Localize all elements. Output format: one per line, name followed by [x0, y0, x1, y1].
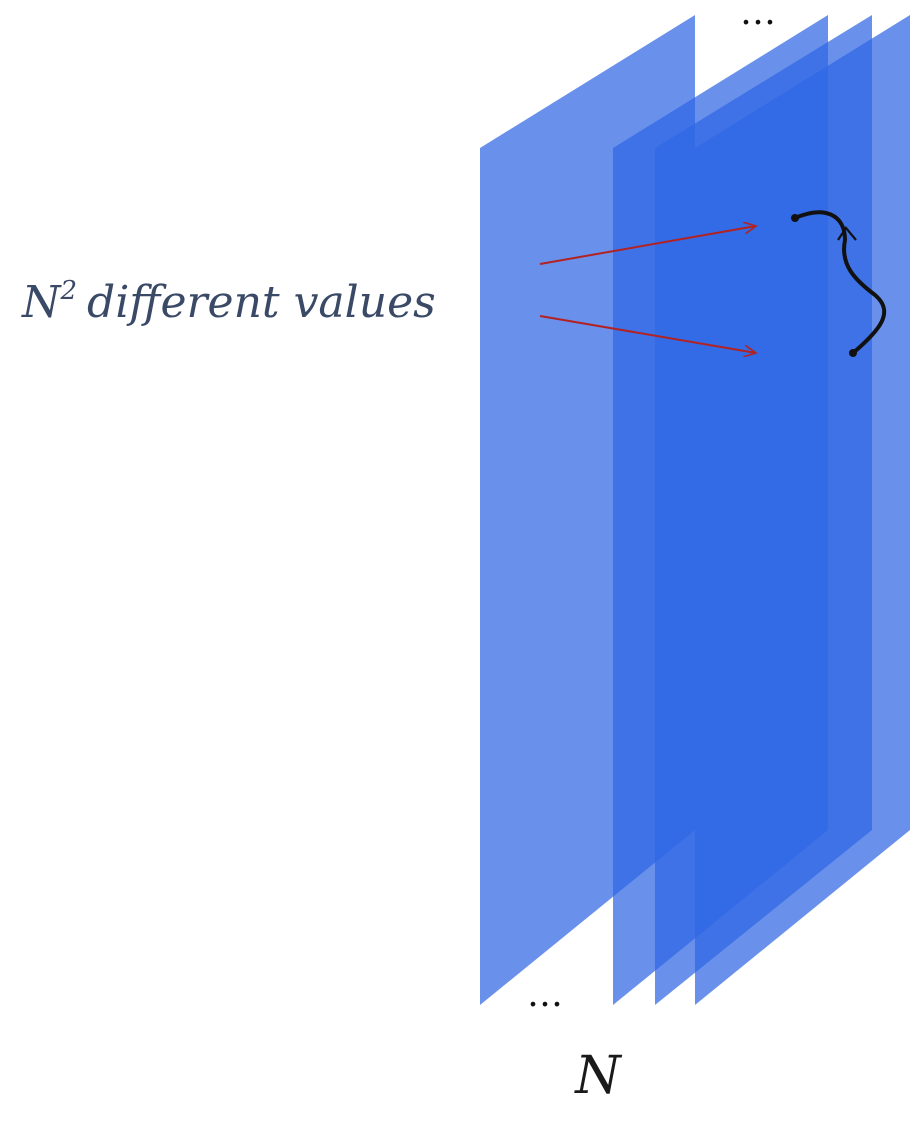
- values-label: N2 different values: [21, 276, 436, 328]
- curved-connector: [793, 210, 887, 355]
- ellipsis-top: …: [740, 0, 776, 33]
- label-base: N: [21, 277, 62, 328]
- connector-end-bottom: [849, 349, 857, 357]
- plane-1: [480, 15, 695, 1005]
- ellipsis-bottom: …: [527, 974, 563, 1015]
- connector-end-top: [791, 214, 799, 222]
- arrow-upper: [539, 226, 756, 265]
- label-exponent: 2: [60, 276, 78, 306]
- axis-label-n: N: [573, 1046, 622, 1106]
- arrow-lower: [539, 315, 756, 353]
- label-rest: different values: [87, 277, 436, 328]
- connector-arrowhead: [837, 226, 857, 241]
